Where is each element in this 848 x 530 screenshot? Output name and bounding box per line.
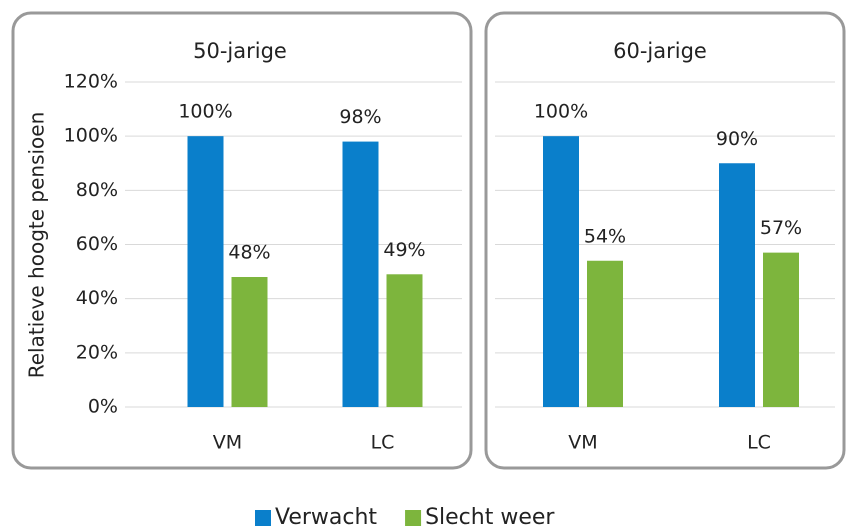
legend-swatch [405, 510, 422, 526]
panel-title: 50-jarige [193, 39, 287, 63]
bar [342, 141, 379, 408]
panel-title: 60-jarige [613, 39, 707, 63]
y-tick-label: 120% [64, 71, 118, 93]
legend-label: Verwacht [275, 505, 377, 530]
bar [587, 260, 623, 407]
value-label: 100% [534, 101, 588, 123]
value-label: 98% [339, 106, 381, 128]
x-tick-label: VM [568, 432, 597, 454]
bar [543, 136, 579, 407]
bar [386, 274, 423, 407]
y-tick-label: 0% [88, 396, 118, 418]
value-label: 48% [228, 242, 270, 264]
value-label: 57% [760, 217, 802, 239]
value-label: 90% [716, 128, 758, 150]
y-axis-label: Relatieve hoogte pensioen [25, 112, 49, 379]
value-label: 49% [383, 239, 425, 261]
panel-frame [11, 11, 473, 470]
y-tick-label: 80% [76, 179, 118, 201]
x-tick-label: LC [371, 432, 395, 454]
x-tick-label: VM [213, 432, 242, 454]
y-tick-label: 100% [64, 125, 118, 147]
legend-label: Slecht weer [425, 505, 555, 530]
y-tick-label: 40% [76, 287, 118, 309]
bar [187, 136, 224, 407]
bar [719, 163, 755, 407]
value-label: 54% [584, 225, 626, 247]
value-label: 100% [178, 101, 232, 123]
bar [763, 252, 799, 407]
panel-frame [484, 11, 846, 470]
y-tick-label: 20% [76, 341, 118, 363]
bar [231, 277, 268, 407]
legend-swatch [255, 510, 271, 526]
x-tick-label: LC [747, 432, 771, 454]
y-tick-label: 60% [76, 233, 118, 255]
